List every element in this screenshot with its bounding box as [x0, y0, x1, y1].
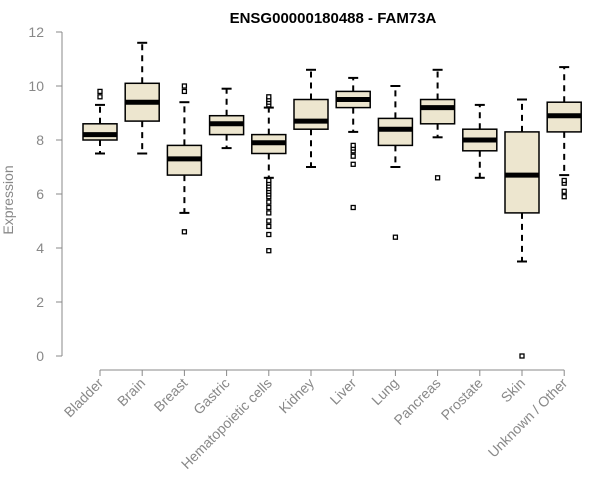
- box-2: [166, 83, 203, 235]
- y-tick-label: 4: [36, 240, 44, 256]
- outlier-point: [181, 83, 188, 89]
- y-axis-label: Expression: [0, 165, 16, 234]
- outlier-point: [266, 248, 272, 254]
- box-8: [419, 68, 456, 181]
- outlier-point: [434, 175, 441, 181]
- outlier-point: [266, 223, 272, 230]
- outlier-point: [350, 142, 356, 149]
- box-4: [251, 94, 287, 254]
- outlier-point: [266, 210, 272, 216]
- x-tick-label: Unknown / Other: [485, 375, 571, 461]
- box-10: [504, 98, 540, 359]
- box-5: [293, 68, 329, 168]
- x-tick-label: Kidney: [276, 375, 318, 417]
- outlier-point: [350, 204, 356, 211]
- outlier-point: [561, 194, 567, 200]
- y-tick-label: 8: [36, 132, 44, 148]
- x-tick-label: Bladder: [61, 375, 107, 421]
- outlier-point: [350, 153, 356, 159]
- y-tick-label: 10: [28, 78, 44, 94]
- y-tick-label: 2: [36, 294, 44, 310]
- x-tick-label: Pancreas: [391, 375, 444, 428]
- box-0: [82, 88, 118, 155]
- outlier-point: [266, 204, 272, 211]
- x-tick-label: Brain: [114, 375, 148, 409]
- box-1: [124, 41, 160, 155]
- box-11: [546, 66, 582, 200]
- outlier-point: [97, 88, 103, 95]
- outlier-point: [97, 94, 103, 100]
- x-tick-label: Liver: [327, 375, 360, 408]
- outlier-point: [519, 353, 525, 359]
- box-9: [462, 103, 498, 179]
- boxes-group: [82, 41, 582, 359]
- box-iqr: [82, 123, 118, 141]
- outlier-point: [266, 231, 272, 238]
- box-iqr: [419, 98, 456, 125]
- outlier-point: [266, 218, 272, 224]
- outlier-point: [392, 234, 399, 240]
- outlier-point: [561, 177, 567, 184]
- outlier-point: [266, 94, 272, 100]
- outlier-point: [181, 229, 188, 235]
- y-axis: 0 2 4 6 8 10 12: [28, 24, 63, 364]
- x-tick-label: Skin: [498, 375, 529, 406]
- outlier-point: [266, 199, 272, 205]
- box-6: [335, 76, 371, 211]
- box-iqr: [377, 117, 414, 147]
- outlier-point: [181, 88, 188, 95]
- x-tick-label: Breast: [151, 375, 191, 415]
- outlier-point: [266, 177, 272, 184]
- y-tick-label: 12: [28, 24, 44, 40]
- y-tick-label: 6: [36, 186, 44, 202]
- x-tick-label: Prostate: [438, 375, 486, 423]
- chart-title: ENSG00000180488 - FAM73A: [230, 10, 437, 27]
- outlier-point: [561, 188, 567, 194]
- box-iqr: [293, 98, 329, 130]
- y-tick-label: 0: [36, 348, 44, 364]
- box-7: [377, 85, 414, 240]
- box-3: [208, 87, 245, 150]
- outlier-point: [350, 161, 356, 167]
- x-tick-label: Lung: [368, 375, 401, 408]
- box-iqr: [504, 131, 540, 214]
